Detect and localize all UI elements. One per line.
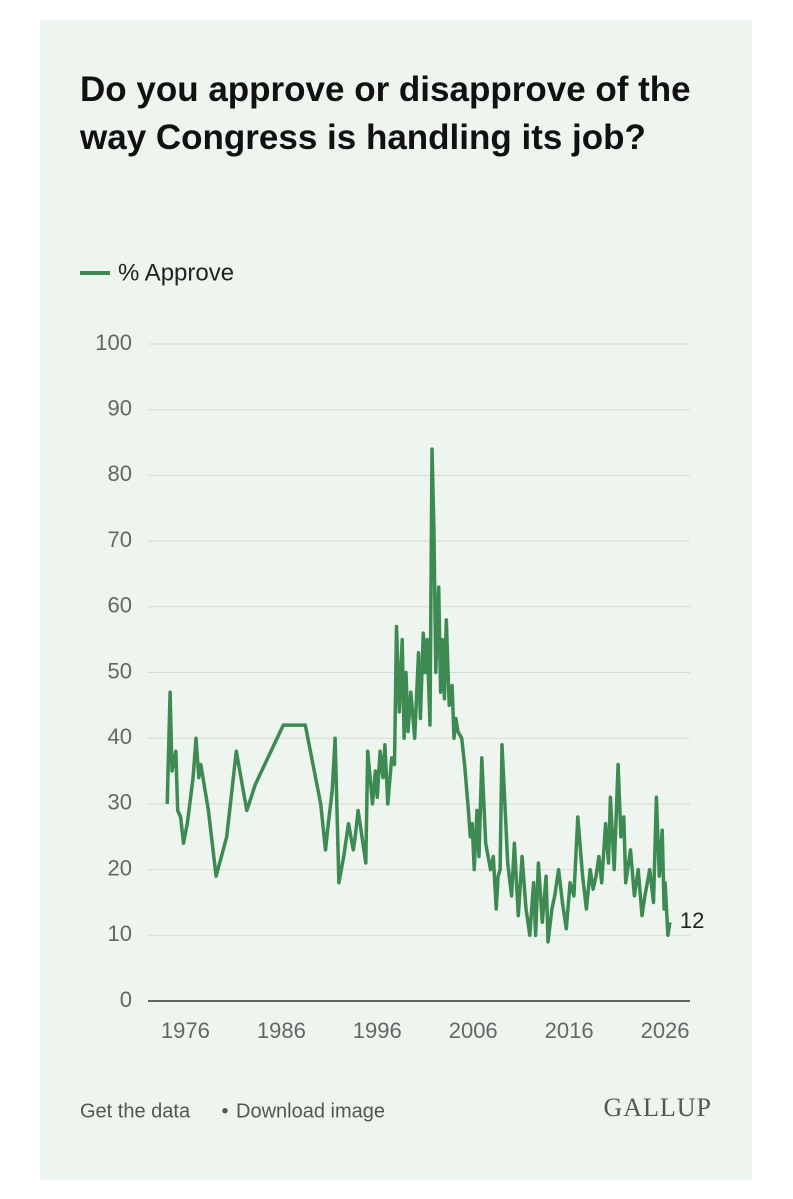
- x-tick-label: 2006: [449, 1018, 498, 1043]
- end-value-label: 12: [680, 908, 704, 933]
- y-tick-label: 90: [108, 396, 132, 421]
- y-tick-label: 100: [95, 330, 132, 355]
- y-tick-label: 40: [108, 724, 132, 749]
- y-tick-label: 10: [108, 921, 132, 946]
- y-tick-label: 80: [108, 461, 132, 486]
- legend-label: % Approve: [118, 259, 234, 286]
- chart-title: Do you approve or disapprove of the way …: [80, 70, 691, 157]
- x-tick-label: 1996: [353, 1018, 402, 1043]
- y-tick-label: 20: [108, 855, 132, 880]
- x-tick-label: 1986: [257, 1018, 306, 1043]
- y-tick-label: 30: [108, 790, 132, 815]
- brand-logo: GALLUP: [603, 1093, 712, 1122]
- footer-separator: •: [221, 1100, 228, 1122]
- footer-link[interactable]: Get the data: [80, 1100, 191, 1122]
- y-tick-label: 60: [108, 593, 132, 618]
- x-tick-label: 2026: [641, 1018, 690, 1043]
- chart-panel: [40, 20, 752, 1180]
- x-tick-label: 1976: [161, 1018, 210, 1043]
- footer-link[interactable]: Download image: [236, 1100, 385, 1122]
- y-tick-label: 0: [120, 987, 132, 1012]
- x-tick-label: 2016: [545, 1018, 594, 1043]
- y-tick-label: 50: [108, 658, 132, 683]
- y-tick-label: 70: [108, 527, 132, 552]
- data-line: [165, 447, 672, 944]
